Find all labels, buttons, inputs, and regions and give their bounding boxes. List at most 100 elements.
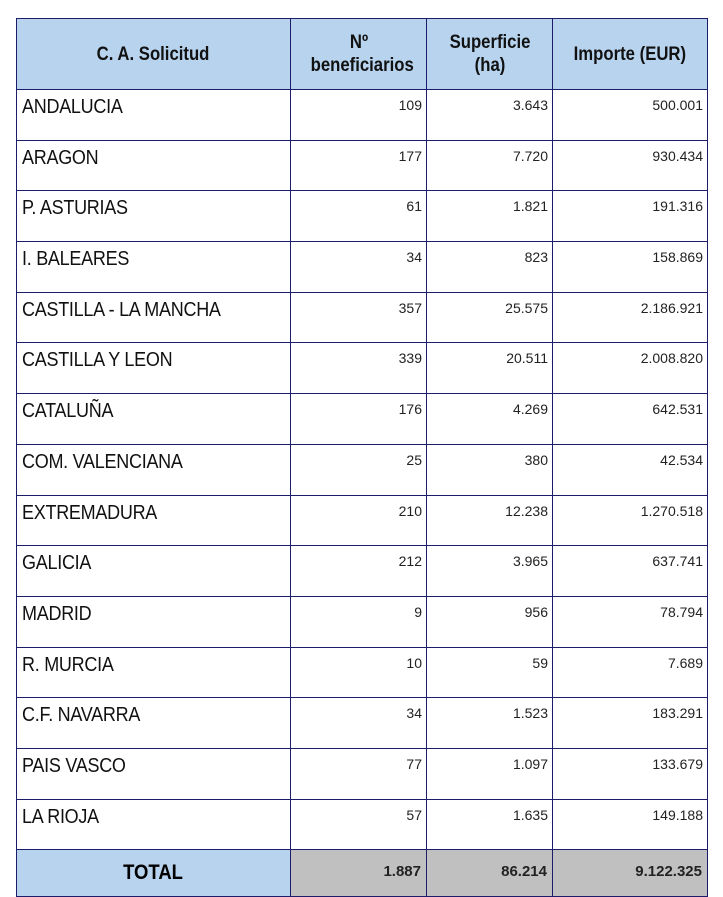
superficie-cell: 4.269 — [426, 393, 553, 445]
table-row: COM. VALENCIANA 25 380 42.534 — [16, 443, 708, 496]
beneficiarios-cell: 210 — [290, 494, 427, 547]
superficie-cell: 7.720 — [426, 139, 553, 192]
region-cell: ANDALUCIA — [16, 89, 291, 141]
importe-cell: 500.001 — [552, 89, 708, 141]
table-row: P. ASTURIAS 61 1.821 191.316 — [16, 190, 708, 243]
table-row: CATALUÑA 176 4.269 642.531 — [16, 393, 708, 445]
region-name: P. ASTURIAS — [22, 197, 128, 220]
importe-cell: 78.794 — [552, 595, 708, 648]
importe-cell: 42.534 — [552, 443, 708, 496]
total-label: TOTAL — [123, 861, 184, 885]
header-row: C. A. Solicitud Nº beneficiarios Superfi… — [16, 18, 708, 90]
region-cell: P. ASTURIAS — [16, 190, 291, 243]
region-name: C.F. NAVARRA — [22, 704, 141, 727]
region-name: R. MURCIA — [22, 653, 114, 676]
header-superficie: Superficie (ha) — [426, 18, 553, 90]
region-name: CASTILLA Y LEON — [22, 349, 173, 372]
beneficiarios-cell: 339 — [290, 342, 427, 395]
table-row: ARAGON 177 7.720 930.434 — [16, 139, 708, 192]
region-cell: CASTILLA - LA MANCHA — [16, 291, 291, 344]
region-name: CATALUÑA — [22, 400, 114, 423]
region-name: CASTILLA - LA MANCHA — [22, 298, 221, 321]
region-name: MADRID — [22, 602, 92, 625]
importe-cell: 149.188 — [552, 798, 708, 851]
region-cell: I. BALEARES — [16, 241, 291, 293]
superficie-cell: 3.643 — [426, 89, 553, 141]
total-importe: 9.122.325 — [552, 849, 708, 897]
table-row: LA RIOJA 57 1.635 149.188 — [16, 798, 708, 851]
beneficiarios-cell: 77 — [290, 747, 427, 800]
importe-cell: 158.869 — [552, 241, 708, 293]
importe-cell: 7.689 — [552, 646, 708, 699]
header-importe: Importe (EUR) — [552, 18, 708, 90]
table-row: EXTREMADURA 210 12.238 1.270.518 — [16, 494, 708, 547]
region-cell: C.F. NAVARRA — [16, 697, 291, 749]
superficie-cell: 956 — [426, 595, 553, 648]
beneficiarios-cell: 9 — [290, 595, 427, 648]
superficie-cell: 380 — [426, 443, 553, 496]
header-beneficiarios: Nº beneficiarios — [290, 18, 427, 90]
superficie-cell: 3.965 — [426, 545, 553, 597]
beneficiarios-cell: 25 — [290, 443, 427, 496]
table-row: PAIS VASCO 77 1.097 133.679 — [16, 747, 708, 800]
table-row: C.F. NAVARRA 34 1.523 183.291 — [16, 697, 708, 749]
header-beneficiarios-label: Nº beneficiarios — [310, 32, 414, 76]
region-cell: LA RIOJA — [16, 798, 291, 851]
beneficiarios-cell: 61 — [290, 190, 427, 243]
total-beneficiarios: 1.887 — [290, 849, 427, 897]
region-cell: R. MURCIA — [16, 646, 291, 699]
beneficiarios-cell: 10 — [290, 646, 427, 699]
total-superficie: 86.214 — [426, 849, 553, 897]
importe-cell: 2.008.820 — [552, 342, 708, 395]
importe-cell: 930.434 — [552, 139, 708, 192]
superficie-cell: 1.097 — [426, 747, 553, 800]
header-region: C. A. Solicitud — [16, 18, 291, 90]
region-name: GALICIA — [22, 552, 92, 575]
table-row: GALICIA 212 3.965 637.741 — [16, 545, 708, 597]
importe-cell: 642.531 — [552, 393, 708, 445]
superficie-cell: 1.635 — [426, 798, 553, 851]
header-region-label: C. A. Solicitud — [97, 43, 210, 65]
region-cell: ARAGON — [16, 139, 291, 192]
table-row: CASTILLA Y LEON 339 20.511 2.008.820 — [16, 342, 708, 395]
region-cell: CASTILLA Y LEON — [16, 342, 291, 395]
region-cell: EXTREMADURA — [16, 494, 291, 547]
superficie-cell: 20.511 — [426, 342, 553, 395]
table-row: CASTILLA - LA MANCHA 357 25.575 2.186.921 — [16, 291, 708, 344]
header-superficie-label: Superficie (ha) — [449, 32, 530, 76]
importe-cell: 191.316 — [552, 190, 708, 243]
importe-cell: 637.741 — [552, 545, 708, 597]
superficie-cell: 25.575 — [426, 291, 553, 344]
region-name: EXTREMADURA — [22, 501, 158, 524]
table-row: MADRID 9 956 78.794 — [16, 595, 708, 648]
beneficiarios-cell: 177 — [290, 139, 427, 192]
beneficiarios-cell: 57 — [290, 798, 427, 851]
table-row: R. MURCIA 10 59 7.689 — [16, 646, 708, 699]
region-name: PAIS VASCO — [22, 754, 126, 777]
region-cell: GALICIA — [16, 545, 291, 597]
table-row: I. BALEARES 34 823 158.869 — [16, 241, 708, 293]
total-row: TOTAL 1.887 86.214 9.122.325 — [16, 849, 708, 897]
region-name: LA RIOJA — [22, 805, 99, 828]
superficie-cell: 59 — [426, 646, 553, 699]
beneficiarios-cell: 357 — [290, 291, 427, 344]
beneficiarios-cell: 176 — [290, 393, 427, 445]
beneficiarios-cell: 109 — [290, 89, 427, 141]
importe-cell: 183.291 — [552, 697, 708, 749]
region-cell: PAIS VASCO — [16, 747, 291, 800]
table-row: ANDALUCIA 109 3.643 500.001 — [16, 89, 708, 141]
region-cell: MADRID — [16, 595, 291, 648]
region-name: I. BALEARES — [22, 248, 130, 271]
importe-cell: 2.186.921 — [552, 291, 708, 344]
superficie-cell: 1.821 — [426, 190, 553, 243]
beneficiaries-table: C. A. Solicitud Nº beneficiarios Superfi… — [16, 18, 708, 897]
beneficiarios-cell: 34 — [290, 241, 427, 293]
superficie-cell: 1.523 — [426, 697, 553, 749]
superficie-cell: 823 — [426, 241, 553, 293]
header-importe-label: Importe (EUR) — [573, 43, 687, 65]
region-cell: CATALUÑA — [16, 393, 291, 445]
total-label-cell: TOTAL — [16, 849, 291, 897]
importe-cell: 133.679 — [552, 747, 708, 800]
region-cell: COM. VALENCIANA — [16, 443, 291, 496]
region-name: ARAGON — [22, 146, 99, 169]
